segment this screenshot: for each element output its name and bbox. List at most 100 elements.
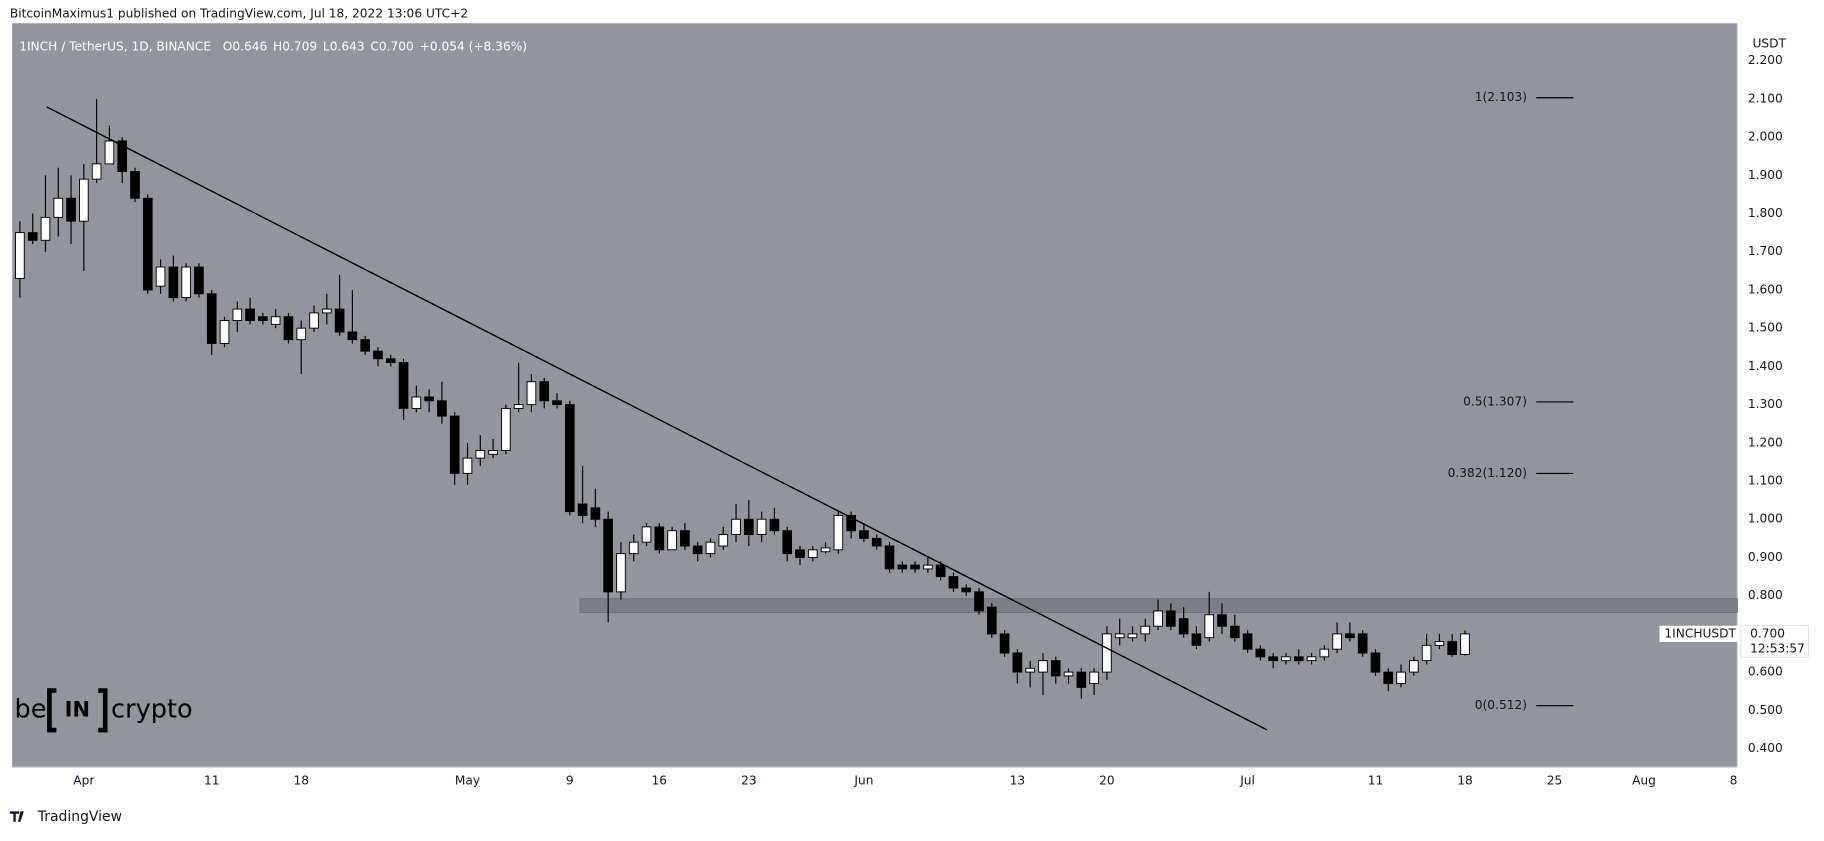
candle-body [974, 591, 984, 612]
candle-body [270, 316, 281, 325]
candle-body [1050, 660, 1061, 677]
y-tick-label: 2.100 [1748, 91, 1783, 105]
candle-body [232, 308, 243, 322]
candle-body [1153, 610, 1163, 627]
candle-body [961, 587, 972, 593]
candle-body [1409, 660, 1419, 673]
candle-body [999, 633, 1010, 654]
footer-logo [9, 811, 24, 822]
candle-body [1357, 633, 1368, 654]
x-tick-label: 8 [1730, 774, 1738, 788]
header: BitcoinMaximus1 published on TradingView… [10, 6, 468, 20]
y-tick-label: 1.300 [1748, 397, 1783, 411]
x-tick-label: 18 [293, 774, 309, 788]
trendline [46, 106, 1268, 731]
y-tick-label: 0.900 [1748, 550, 1783, 564]
candle-body [654, 526, 665, 551]
candle-body [168, 266, 179, 299]
candle-body [1306, 656, 1317, 662]
candle-body [462, 457, 473, 474]
candle-body [1268, 656, 1278, 662]
candle-body [1178, 618, 1189, 635]
candle-body [142, 197, 153, 291]
price-label-name: 1INCHUSDT [1664, 626, 1736, 640]
watermark-text: be [15, 694, 47, 724]
candle-body [449, 415, 460, 474]
ohlc-key: C [370, 39, 379, 53]
candle-body [846, 514, 856, 532]
candle-body [577, 503, 588, 516]
x-tick-label: Jun [853, 774, 873, 788]
symbol-legend: 1INCH / TetherUS, 1D, BINANCE O0.646 H0.70… [19, 39, 527, 53]
change: +0.054 (+8.36%) [420, 39, 527, 53]
price-countdown: 12:53:57 [1750, 642, 1805, 656]
x-tick-label: 23 [741, 774, 757, 788]
watermark-text: IN [65, 697, 90, 721]
candle-body [756, 518, 767, 536]
candle-body [935, 564, 946, 578]
y-tick-label: 1.400 [1748, 359, 1783, 373]
candle-body [923, 564, 933, 570]
footer: TradingView [37, 809, 122, 825]
candle-body [79, 178, 89, 222]
candle-body [1434, 641, 1445, 646]
y-tick-label: 1.700 [1748, 244, 1783, 258]
candle-body [1421, 644, 1432, 662]
candle-body [680, 530, 690, 547]
candle-body [475, 450, 486, 459]
candle-body [769, 518, 780, 532]
ohlc-key: L [323, 39, 330, 53]
x-tick-label: 18 [1457, 774, 1473, 788]
candle-body [1204, 614, 1215, 639]
candle-body [321, 308, 332, 314]
candle-body [424, 396, 434, 402]
price-label-box [1659, 625, 1741, 643]
candle-body [219, 320, 230, 344]
candle-body [897, 564, 908, 570]
candle-body [437, 400, 447, 417]
candle-body [616, 553, 626, 593]
candle-body [1255, 648, 1266, 658]
candle-body [488, 450, 498, 455]
candle-body [1166, 610, 1176, 627]
candle-body [155, 266, 166, 287]
x-tick-label: Jul [1239, 774, 1255, 788]
x-tick-label: 20 [1099, 774, 1115, 788]
price-axis-box [1740, 625, 1809, 658]
candle-body [194, 266, 204, 295]
candle-body [705, 541, 716, 555]
candle-body [1038, 660, 1048, 673]
candle-body [1345, 633, 1355, 639]
candle-body [1447, 641, 1458, 655]
candle-body [1460, 633, 1470, 655]
candle-body [360, 339, 371, 352]
candle-body [130, 171, 140, 199]
price-label-value: 0.700 [1750, 626, 1785, 640]
candle-body [334, 308, 345, 333]
candle-body [1089, 671, 1099, 685]
candle-body [181, 266, 191, 299]
candle-body [398, 362, 409, 409]
candle-body [245, 308, 255, 322]
ohlc-key: O [223, 39, 233, 53]
candle-body [1370, 652, 1381, 673]
y-tick-label: 0.500 [1748, 703, 1783, 717]
candle-body [1076, 671, 1087, 688]
y-tick-label: 2.000 [1748, 130, 1783, 144]
candle-body [1396, 671, 1406, 685]
x-tick-label: 11 [1368, 774, 1384, 788]
x-tick-label: 9 [566, 774, 574, 788]
candle-body [40, 216, 51, 241]
x-tick-label: 16 [652, 774, 668, 788]
x-tick-label: 25 [1547, 774, 1563, 788]
candle-body [859, 530, 869, 539]
y-tick-label: 0.800 [1748, 588, 1783, 602]
candle-body [782, 530, 793, 555]
watermark-text: crypto [111, 694, 193, 724]
candle-body [117, 140, 128, 172]
candle-body [986, 606, 997, 635]
candle-body [27, 232, 38, 241]
y-tick-label: 1.500 [1748, 321, 1783, 335]
x-tick-label: 11 [204, 774, 220, 788]
candle-body [948, 576, 959, 589]
